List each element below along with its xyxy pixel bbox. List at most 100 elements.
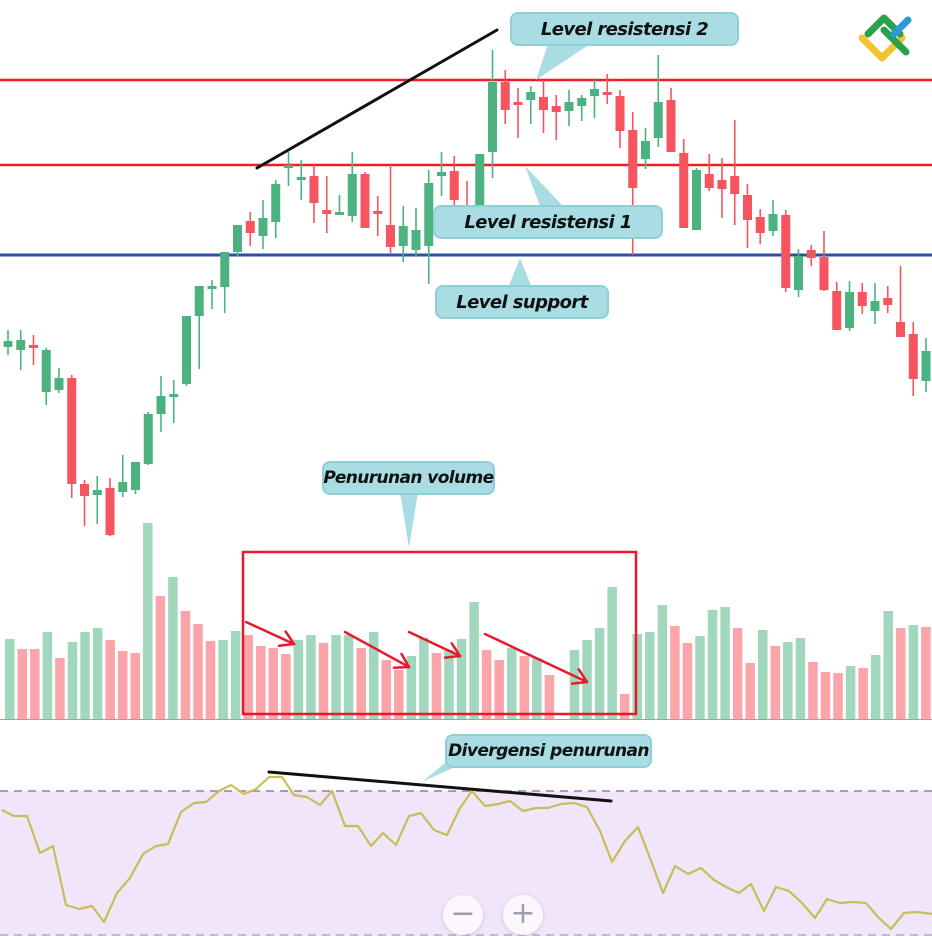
volume-bar xyxy=(908,625,919,719)
volume-bar xyxy=(356,648,366,719)
volume-bar xyxy=(732,628,743,719)
candle xyxy=(857,283,867,314)
candle xyxy=(398,206,408,262)
candle xyxy=(360,172,370,228)
volume-bar xyxy=(17,649,28,719)
volume-bar xyxy=(921,627,931,719)
candle xyxy=(3,330,13,355)
volume-bar xyxy=(143,523,153,719)
minus-icon: − xyxy=(450,896,476,931)
volume-bar xyxy=(619,694,630,719)
volume-bar xyxy=(105,640,115,719)
volume-bar xyxy=(92,628,103,719)
candle xyxy=(105,478,115,536)
volume-bar xyxy=(582,640,592,719)
candlesticks xyxy=(3,50,931,536)
volume-bar xyxy=(594,628,605,719)
candle xyxy=(220,252,230,313)
volume-bar xyxy=(80,632,90,719)
candle xyxy=(590,80,599,118)
candle xyxy=(322,176,332,233)
candle xyxy=(411,208,421,257)
candle xyxy=(577,95,587,121)
callout-pointer-resistance-1 xyxy=(525,166,563,206)
price-divergence-trendline xyxy=(255,28,499,170)
candle xyxy=(666,88,676,152)
zoom-out-button[interactable]: − xyxy=(443,895,483,935)
volume-bar xyxy=(306,635,316,719)
callout-pointer-support xyxy=(508,258,532,288)
candle xyxy=(794,249,803,297)
candle xyxy=(233,225,242,256)
candle xyxy=(41,348,51,405)
candle xyxy=(131,462,140,494)
volume-bar xyxy=(431,653,442,719)
candle xyxy=(335,195,344,215)
candle xyxy=(207,280,217,309)
volume-bar xyxy=(896,628,906,719)
candle xyxy=(29,335,38,365)
callout-support-text: Level support xyxy=(456,291,588,313)
volume-bar xyxy=(507,648,517,719)
volume-bar xyxy=(833,673,843,719)
volume-bar xyxy=(381,660,391,719)
volume-bar xyxy=(419,638,429,719)
candle xyxy=(54,368,64,393)
candle xyxy=(16,330,26,370)
volume-bar xyxy=(117,651,128,719)
candle xyxy=(143,412,153,465)
volume-bar xyxy=(795,638,806,719)
candle xyxy=(80,480,89,526)
arrow-down-right-icon xyxy=(407,630,462,659)
volume-bar xyxy=(42,632,53,719)
volume-bar xyxy=(394,670,404,719)
volume-bar xyxy=(720,607,730,719)
candle xyxy=(704,154,714,191)
volume-bar xyxy=(67,642,78,719)
candle xyxy=(169,380,179,423)
rsi-line xyxy=(1,775,932,931)
candle xyxy=(564,90,574,126)
volume-bar xyxy=(519,656,530,719)
candle xyxy=(551,95,561,140)
candle xyxy=(386,165,395,253)
zoom-in-button[interactable]: + xyxy=(503,895,543,935)
volume-bar xyxy=(130,653,140,719)
volume-bar xyxy=(230,631,241,719)
candle xyxy=(539,80,548,133)
candle xyxy=(602,74,612,104)
callout-volume: Penurunan volume xyxy=(322,461,495,495)
candle xyxy=(781,210,791,292)
volume-bar xyxy=(695,636,705,719)
volume-bar xyxy=(820,672,831,719)
volume-bar xyxy=(494,660,504,719)
candle xyxy=(921,338,931,392)
volume-bar xyxy=(30,649,40,719)
candle xyxy=(437,152,446,196)
candle xyxy=(118,455,128,497)
volume-bar xyxy=(870,655,881,719)
candle xyxy=(819,231,829,291)
volume-bar xyxy=(55,658,65,719)
volume-bar xyxy=(268,648,279,719)
candle xyxy=(896,266,905,337)
volume-bar xyxy=(645,632,655,719)
candle xyxy=(526,86,536,124)
candle xyxy=(883,286,893,313)
candle xyxy=(449,156,459,207)
volume-bar xyxy=(243,635,253,719)
callout-pointer-resistance-2 xyxy=(536,44,590,80)
volume-bar xyxy=(256,646,266,719)
callout-resistance-1-text: Level resistensi 1 xyxy=(464,211,632,233)
callout-resistance-2: Level resistensi 2 xyxy=(510,12,739,46)
candle xyxy=(271,180,281,238)
candle xyxy=(156,376,166,432)
volume-bar xyxy=(456,639,467,719)
volume-bar xyxy=(657,605,668,719)
volume-bar xyxy=(193,624,203,719)
candle xyxy=(309,165,319,223)
callout-divergence-text: Divergensi penurunan xyxy=(448,741,649,761)
candle xyxy=(806,245,816,266)
candle xyxy=(488,50,497,178)
